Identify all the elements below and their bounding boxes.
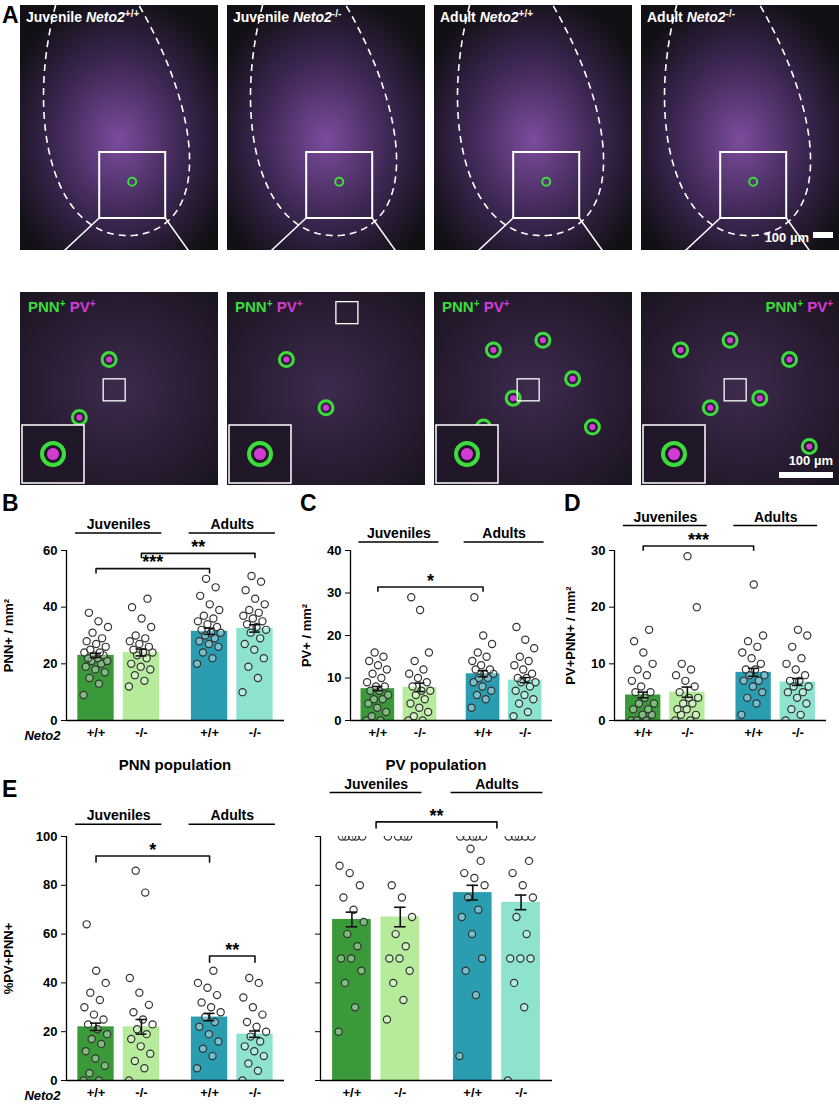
svg-text:PNN+ PV+: PNN+ PV+: [235, 298, 303, 316]
svg-text:+/+: +/+: [744, 725, 763, 740]
html-text:PNN population: PNN population: [118, 756, 232, 773]
svg-text:0: 0: [598, 713, 605, 728]
svg-text:+/+: +/+: [200, 725, 219, 740]
svg-text:30: 30: [591, 543, 605, 558]
svg-text:Adult Neto2-/-: Adult Neto2-/-: [647, 8, 735, 26]
svg-text:+/+: +/+: [463, 1085, 482, 1100]
svg-text:30: 30: [327, 585, 341, 600]
svg-text:PNN+ PV+: PNN+ PV+: [28, 298, 96, 316]
svg-text:-/-: -/-: [414, 725, 426, 740]
svg-text:PV+ / mm²: PV+ / mm²: [299, 603, 314, 667]
svg-text:*: *: [427, 571, 434, 591]
html-text:B: B: [2, 490, 19, 516]
html-text:E: E: [2, 776, 18, 802]
svg-text:0: 0: [50, 713, 57, 728]
svg-text:+/+: +/+: [200, 1085, 219, 1100]
html-text:C: C: [300, 490, 317, 516]
svg-text:20: 20: [43, 1024, 57, 1039]
svg-text:Juvenile Neto2+/+: Juvenile Neto2+/+: [26, 8, 139, 26]
svg-text:Juveniles: Juveniles: [633, 509, 697, 525]
svg-text:80: 80: [43, 877, 57, 892]
svg-text:+/+: +/+: [474, 725, 493, 740]
svg-text:+/+: +/+: [87, 725, 106, 740]
svg-text:-/-: -/-: [249, 725, 261, 740]
svg-text:Juveniles: Juveniles: [87, 807, 151, 823]
svg-text:+/+: +/+: [368, 725, 387, 740]
svg-text:+/+: +/+: [634, 725, 653, 740]
svg-text:PNN+ PV+: PNN+ PV+: [442, 298, 510, 316]
svg-text:0: 0: [50, 1073, 57, 1088]
svg-text:Neto2: Neto2: [24, 728, 61, 743]
svg-text:**: **: [225, 940, 239, 960]
svg-text:%PV+PNN+: %PV+PNN+: [1, 922, 16, 994]
svg-text:Juveniles: Juveniles: [344, 776, 408, 792]
svg-text:20: 20: [591, 599, 605, 614]
svg-text:60: 60: [43, 926, 57, 941]
svg-text:**: **: [429, 806, 443, 826]
svg-text:***: ***: [142, 552, 163, 572]
svg-text:*: *: [149, 840, 156, 860]
svg-text:Juvenile Neto2-/-: Juvenile Neto2-/-: [233, 8, 341, 26]
svg-text:***: ***: [688, 530, 709, 550]
svg-text:Adults: Adults: [482, 525, 526, 541]
svg-text:-/-: -/-: [519, 725, 531, 740]
svg-text:Adults: Adults: [475, 776, 519, 792]
svg-text:PV+PNN+ / mm²: PV+PNN+ / mm²: [563, 586, 578, 685]
svg-text:100 µm: 100 µm: [765, 230, 809, 245]
svg-text:Neto2: Neto2: [24, 1088, 61, 1103]
svg-text:0: 0: [334, 713, 341, 728]
svg-text:100: 100: [36, 829, 58, 844]
svg-text:Juveniles: Juveniles: [87, 516, 151, 532]
svg-text:40: 40: [43, 975, 57, 990]
svg-text:+/+: +/+: [343, 1085, 362, 1100]
svg-text:10: 10: [591, 656, 605, 671]
svg-text:-/-: -/-: [515, 1085, 527, 1100]
html-text:D: D: [564, 490, 581, 516]
svg-text:20: 20: [327, 628, 341, 643]
svg-text:**: **: [191, 537, 205, 557]
svg-text:-/-: -/-: [394, 1085, 406, 1100]
svg-text:PNN+ PV+: PNN+ PV+: [765, 298, 833, 316]
svg-text:Adults: Adults: [210, 807, 254, 823]
html-text:A: A: [2, 2, 19, 28]
svg-text:Adult Neto2+/+: Adult Neto2+/+: [440, 8, 533, 26]
svg-text:60: 60: [43, 543, 57, 558]
html-text:PV population: PV population: [385, 756, 487, 773]
svg-text:+/+: +/+: [87, 1085, 106, 1100]
svg-text:10: 10: [327, 670, 341, 685]
svg-text:-/-: -/-: [681, 725, 693, 740]
svg-text:-/-: -/-: [249, 1085, 261, 1100]
svg-text:Adults: Adults: [754, 509, 798, 525]
svg-text:-/-: -/-: [135, 1085, 147, 1100]
svg-text:-/-: -/-: [135, 725, 147, 740]
svg-text:PNN+ / mm²: PNN+ / mm²: [1, 598, 16, 672]
svg-text:Adults: Adults: [210, 516, 254, 532]
svg-text:-/-: -/-: [792, 725, 804, 740]
svg-text:40: 40: [327, 543, 341, 558]
svg-text:20: 20: [43, 656, 57, 671]
svg-text:100 µm: 100 µm: [789, 453, 833, 468]
svg-text:Juveniles: Juveniles: [367, 525, 431, 541]
svg-text:40: 40: [43, 599, 57, 614]
